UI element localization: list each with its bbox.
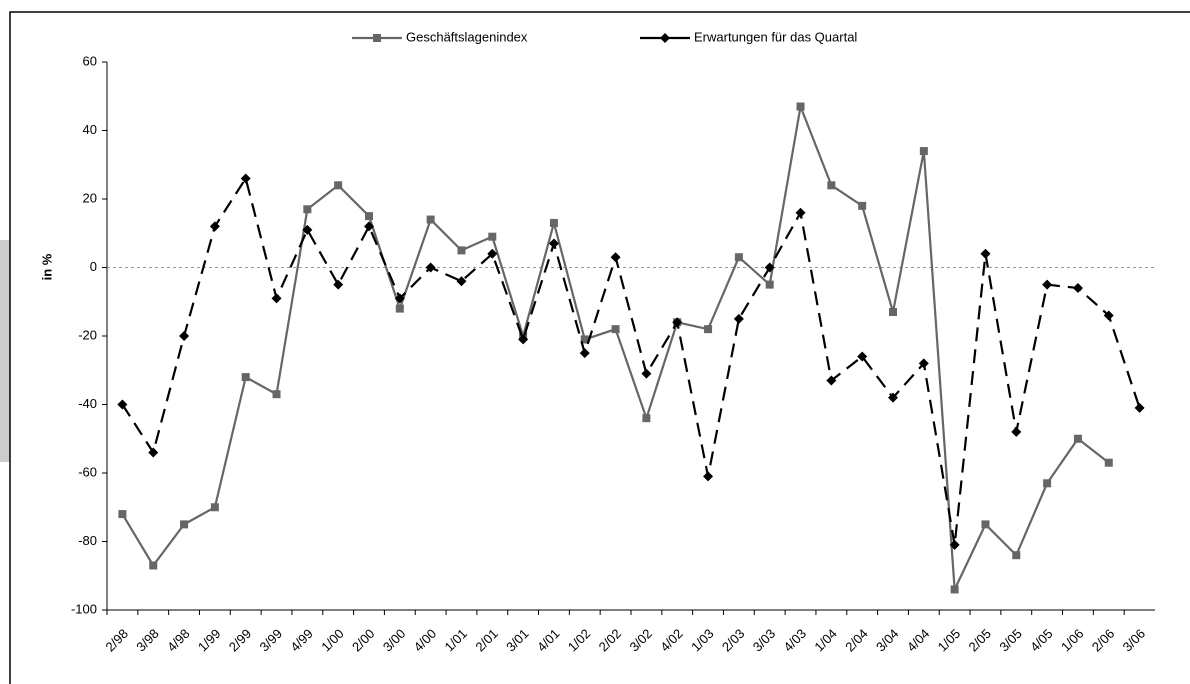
data-point	[1012, 551, 1021, 560]
data-point	[610, 252, 621, 263]
data-point	[827, 181, 836, 190]
data-point	[209, 221, 220, 232]
data-point	[949, 539, 960, 550]
data-point	[611, 325, 620, 334]
y-tick-label: -20	[78, 327, 97, 342]
y-tick-label: -80	[78, 533, 97, 548]
legend-label: Erwartungen für das Quartal	[694, 29, 857, 44]
data-point	[641, 368, 652, 379]
data-point	[1134, 402, 1145, 413]
data-point	[734, 253, 743, 262]
data-point	[672, 317, 683, 328]
data-point	[149, 561, 158, 570]
y-tick-label: -100	[71, 601, 97, 616]
data-point	[487, 248, 498, 259]
data-point	[764, 262, 775, 273]
data-point	[302, 224, 313, 235]
data-point	[518, 334, 529, 345]
y-tick-label: -60	[78, 464, 97, 479]
legend-marker	[373, 34, 381, 42]
data-point	[180, 520, 189, 529]
data-point	[858, 201, 867, 210]
data-point	[704, 325, 713, 334]
data-point	[579, 348, 590, 359]
data-point	[488, 232, 497, 241]
series-line	[121, 175, 1141, 546]
side-bar	[0, 240, 10, 462]
data-point	[118, 510, 127, 519]
data-point	[425, 262, 436, 273]
data-point	[796, 102, 805, 111]
data-point	[426, 215, 435, 224]
legend-label: Geschäftslagenindex	[406, 29, 528, 44]
data-point	[272, 390, 281, 399]
y-tick-label: 60	[83, 53, 97, 68]
data-point	[765, 280, 774, 289]
data-point	[271, 293, 282, 304]
data-point	[210, 503, 219, 512]
data-point	[919, 147, 928, 156]
data-point	[980, 248, 991, 259]
data-point	[148, 447, 159, 458]
data-point	[179, 331, 190, 341]
data-point	[395, 304, 404, 313]
data-point	[549, 218, 558, 227]
data-point	[1073, 434, 1082, 443]
data-point	[795, 207, 806, 218]
legend-marker	[660, 33, 670, 43]
data-point	[303, 205, 312, 214]
data-point	[548, 238, 559, 249]
data-point	[889, 308, 897, 317]
data-point	[826, 375, 837, 386]
data-point	[1103, 310, 1114, 321]
data-point	[642, 414, 651, 423]
data-point	[365, 212, 373, 221]
data-point	[857, 351, 868, 362]
data-point	[888, 392, 898, 403]
y-tick-label: 40	[83, 122, 97, 137]
frame	[9, 11, 1190, 684]
data-point	[580, 335, 589, 344]
data-point	[1042, 279, 1053, 290]
y-tick-label: 20	[83, 190, 97, 205]
data-point	[334, 181, 343, 190]
y-tick-label: -40	[78, 396, 97, 411]
y-axis-label: in %	[39, 253, 54, 280]
data-point	[241, 373, 250, 382]
data-point	[1104, 458, 1113, 467]
data-point	[733, 313, 744, 324]
data-point	[456, 276, 467, 287]
data-point	[333, 279, 344, 290]
data-point	[981, 520, 990, 529]
data-point	[364, 221, 374, 232]
data-point	[1043, 479, 1052, 488]
data-point	[703, 471, 714, 482]
data-point	[240, 173, 251, 184]
data-point	[1011, 426, 1022, 437]
data-point	[918, 358, 929, 369]
data-point	[457, 246, 466, 255]
y-tick-label: 0	[90, 259, 97, 274]
data-point	[1072, 283, 1083, 294]
data-point	[950, 585, 959, 594]
data-point	[394, 293, 405, 304]
data-point	[117, 399, 128, 410]
